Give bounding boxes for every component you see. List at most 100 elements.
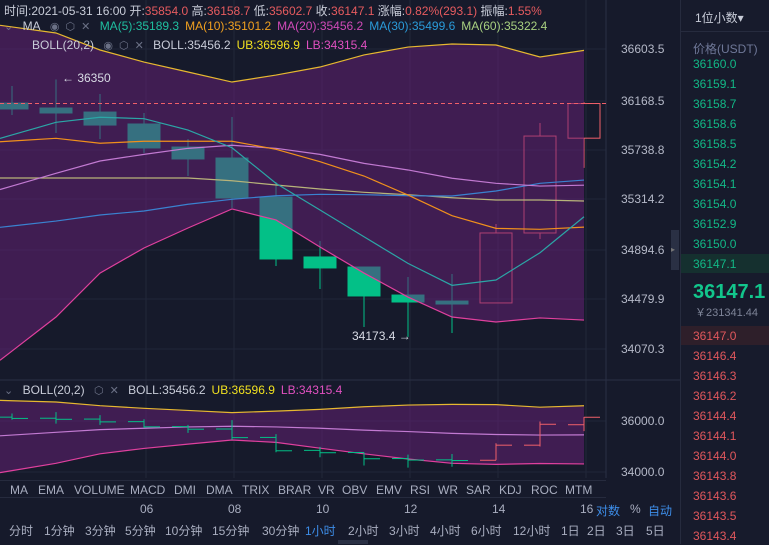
indicator-tab[interactable]: SAR [466, 483, 491, 497]
sub-boll-legend: ⌄ BOLL(20,2) ⬡ ✕ BOLL:35456.2 UB:36596.9 LB… [4, 383, 343, 397]
ohlc-bar[interactable] [480, 443, 512, 461]
candle-body [303, 256, 337, 269]
panel-toggle-handle[interactable]: ▸ [671, 230, 679, 270]
bid-row[interactable]: 36146.3 [693, 369, 737, 383]
indicator-tab[interactable]: EMV [376, 483, 403, 497]
ask-row[interactable]: 36159.1 [693, 77, 737, 91]
ohlc-bar[interactable] [128, 419, 160, 428]
indicator-tab[interactable]: EMA [38, 483, 65, 497]
interval-tab[interactable]: 15分钟 [212, 524, 250, 538]
indicator-tab[interactable]: MTM [565, 483, 593, 497]
indicator-tab[interactable]: ROC [531, 483, 558, 497]
collapse-icon[interactable]: ⌄ [4, 385, 14, 397]
ask-row[interactable]: 36160.0 [693, 57, 737, 71]
indicator-tab[interactable]: DMI [174, 483, 196, 497]
interval-tab[interactable]: 1分钟 [44, 524, 75, 538]
eye-icon[interactable]: ◉ [49, 21, 60, 33]
indicator-tab[interactable]: VOLUME [74, 483, 125, 497]
indicator-tab[interactable]: MACD [130, 483, 166, 497]
interval-tab[interactable]: 10分钟 [165, 524, 203, 538]
ask-row[interactable]: 36158.5 [693, 137, 737, 151]
precision-dropdown[interactable]: 1位小数▾ [681, 0, 769, 32]
ohlc-bar[interactable] [260, 434, 292, 453]
ohlc-bar[interactable] [0, 413, 28, 420]
interval-tab[interactable]: 分时 [9, 524, 34, 538]
close-icon[interactable]: ✕ [81, 21, 91, 33]
interval-tab[interactable]: 2日 [587, 524, 606, 538]
ask-row[interactable]: 36150.0 [693, 237, 737, 251]
indicator-bar: MA EMA VOLUME MACD DMI DMA TRIX BRAR VR OBV EMV RSI… [0, 480, 606, 498]
interval-tab[interactable]: 2小时 [348, 524, 379, 538]
settings-icon[interactable]: ⬡ [65, 21, 76, 33]
bid-row[interactable]: 36143.8 [693, 469, 737, 483]
ask-row[interactable]: 36154.2 [693, 157, 737, 171]
ask-row[interactable]: 36158.7 [693, 97, 737, 111]
ohlc-bar[interactable] [84, 415, 116, 425]
ma-legend: ⌄ MA ◉ ⬡ ✕ MA(5):35189.3 MA(10):35101.2 MA(2… [4, 19, 548, 33]
interval-tab[interactable]: 1小时 [305, 524, 336, 538]
y-tick-label: 36168.5 [621, 94, 665, 108]
ohlc-bar[interactable] [40, 412, 72, 424]
interval-tab[interactable]: 3分钟 [85, 524, 116, 538]
ma10-line [0, 137, 585, 230]
indicator-tab[interactable]: OBV [342, 483, 368, 497]
ohlc-info: 时间:2021-05-31 16:00 开:35854.0 高:36158.7 … [4, 4, 542, 18]
interval-tab[interactable]: 12小时 [513, 524, 551, 538]
auto-scale-button[interactable]: 自动 [648, 504, 673, 518]
close-icon[interactable]: ✕ [134, 40, 144, 52]
settings-icon[interactable]: ⬡ [119, 40, 129, 52]
x-tick-label: 10 [316, 502, 330, 516]
resize-handle[interactable] [338, 540, 368, 544]
indicator-tab[interactable]: VR [318, 483, 335, 497]
close-icon[interactable]: ✕ [109, 385, 119, 397]
ask-row[interactable]: 36152.9 [693, 217, 737, 231]
indicator-tab[interactable]: WR [438, 483, 458, 497]
interval-tab[interactable]: 30分钟 [262, 524, 300, 538]
kline-chart[interactable] [0, 0, 680, 480]
ohlc-bar[interactable] [392, 454, 424, 468]
indicator-tab[interactable]: KDJ [499, 483, 522, 497]
ohlc-bar[interactable] [304, 446, 336, 458]
ma60-line [0, 177, 585, 202]
settings-icon[interactable]: ⬡ [93, 385, 104, 397]
interval-tab[interactable]: 6小时 [471, 524, 502, 538]
bid-row[interactable]: 36146.4 [693, 349, 737, 363]
ask-row[interactable]: 36158.6 [693, 117, 737, 131]
indicator-tab[interactable]: MA [10, 483, 28, 497]
percent-scale-button[interactable]: % [630, 502, 641, 516]
x-tick-label: 14 [492, 502, 506, 516]
ask-row[interactable]: 36154.0 [693, 197, 737, 211]
ohlc-bar[interactable] [348, 452, 380, 466]
interval-tab[interactable]: 4小时 [430, 524, 461, 538]
bid-row[interactable]: 36143.6 [693, 489, 737, 503]
y-tick-label: 34479.9 [621, 292, 665, 306]
bid-row[interactable]: 36146.2 [693, 389, 737, 403]
log-scale-button[interactable]: 对数 [596, 504, 621, 518]
indicator-tab[interactable]: DMA [206, 483, 233, 497]
interval-tab[interactable]: 5日 [646, 524, 665, 538]
bid-row[interactable]: 36143.5 [693, 509, 737, 523]
ohlc-bar[interactable] [436, 454, 468, 467]
collapse-icon[interactable]: ⌄ [4, 21, 14, 33]
ohlc-bar[interactable] [172, 424, 204, 433]
interval-tab[interactable]: 3日 [616, 524, 635, 538]
bid-row[interactable]: 36144.0 [693, 449, 737, 463]
bid-row[interactable]: 36143.4 [693, 529, 737, 543]
bid-row[interactable]: 36147.0 [681, 326, 769, 345]
ask-row[interactable]: 36147.1 [681, 254, 769, 273]
interval-tab[interactable]: 5分钟 [125, 524, 156, 538]
ask-row[interactable]: 36154.1 [693, 177, 737, 191]
ohlc-bar[interactable] [568, 416, 600, 432]
low-annotation: 34173.4 → [352, 329, 411, 343]
bid-row[interactable]: 36144.4 [693, 409, 737, 423]
indicator-tab[interactable]: RSI [410, 483, 431, 497]
eye-icon[interactable]: ◉ [103, 40, 113, 52]
lb-line [0, 208, 585, 361]
indicator-tab[interactable]: BRAR [278, 483, 312, 497]
interval-tab[interactable]: 1日 [561, 524, 580, 538]
bid-row[interactable]: 36144.1 [693, 429, 737, 443]
ohlc-bar[interactable] [524, 421, 556, 447]
ohlc-bar[interactable] [216, 420, 248, 440]
indicator-tab[interactable]: TRIX [242, 483, 270, 497]
interval-tab[interactable]: 3小时 [389, 524, 420, 538]
